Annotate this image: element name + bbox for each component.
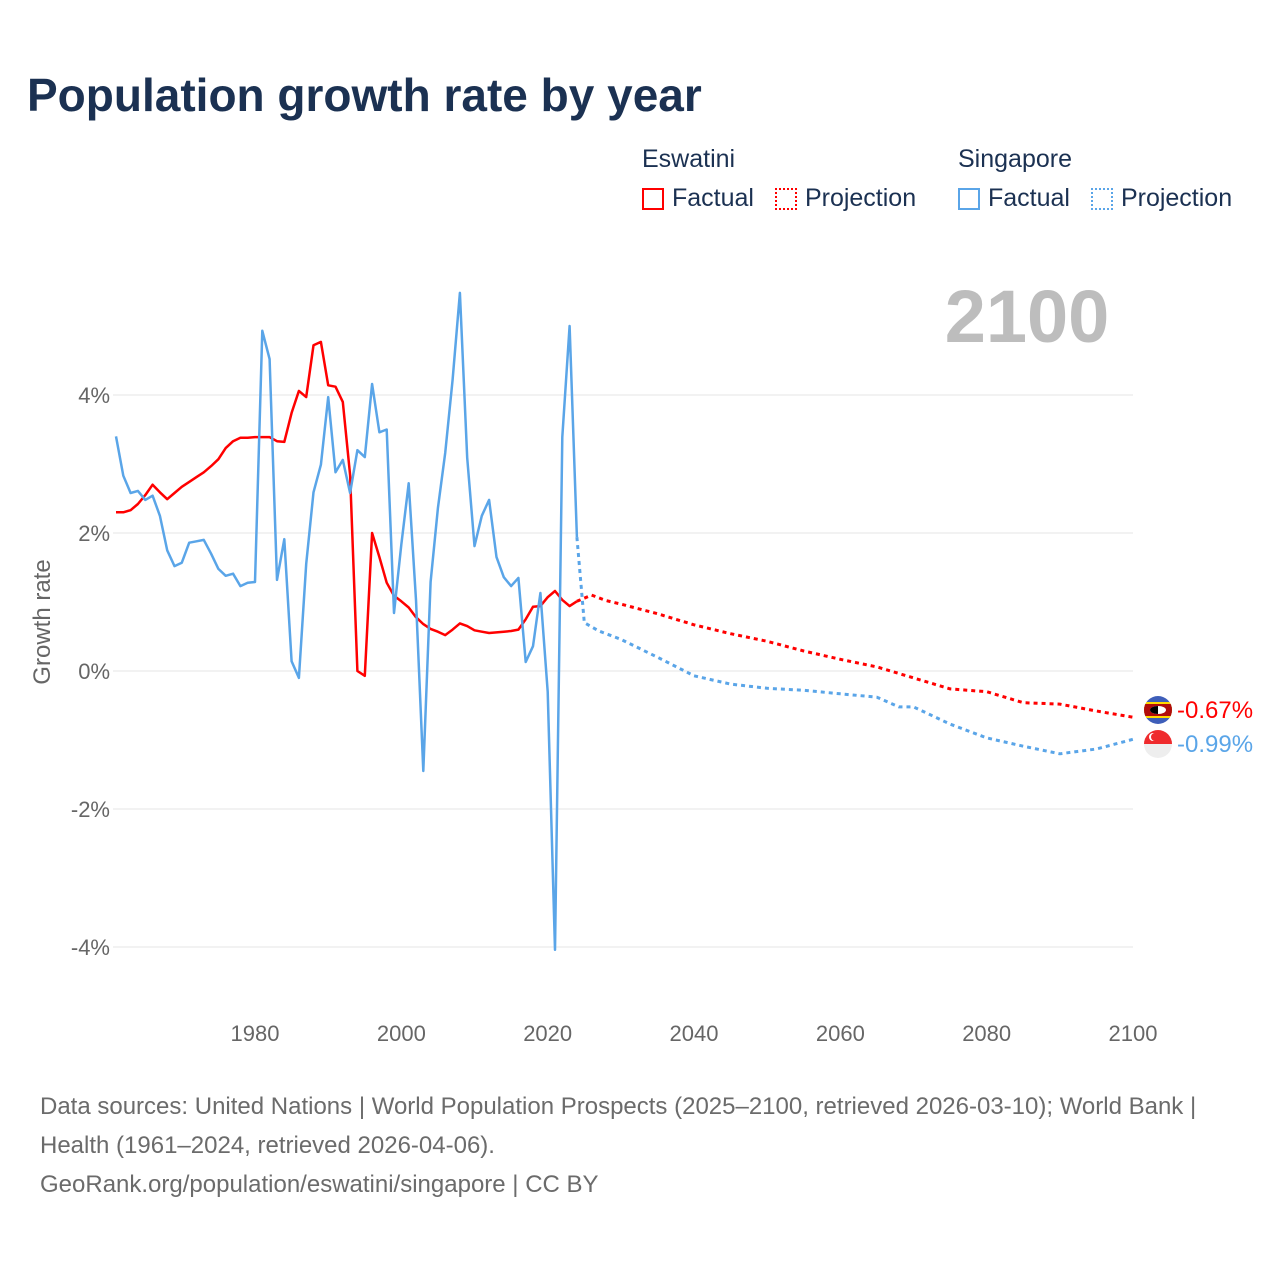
x-tick-label: 2060 [816,1021,865,1046]
legend-label: Factual [672,184,754,212]
y-axis-label: Growth rate [29,559,56,684]
eswatini-factual-line [116,340,578,678]
x-tick-label: 2040 [670,1021,719,1046]
source-link[interactable]: GeoRank.org/population/eswatini/singapor… [40,1171,599,1198]
chart-title: Population growth rate by year [27,69,702,121]
legend-singapore-factual[interactable]: Factual [958,184,1070,213]
singapore-end-label: -0.99% [1177,731,1253,758]
legend-eswatini-projection[interactable]: Projection [774,184,917,213]
y-tick-label: 2% [78,521,110,546]
singapore-factual-line [114,291,579,952]
solid-swatch-icon [642,187,664,210]
legend-group-label: Eswatini [642,145,736,173]
y-tick-label: 0% [78,659,110,684]
legend-label: Factual [988,184,1070,212]
singapore-flag-icon [1144,730,1172,758]
legend-singapore-projection[interactable]: Projection [1090,184,1233,213]
data-sources: Data sources: United Nations | World Pop… [40,1093,1197,1159]
y-tick-label: -4% [71,935,110,960]
legend-group-label: Singapore [958,145,1072,173]
year-watermark: 2100 [945,275,1110,358]
singapore-projection-line [575,536,1134,756]
legend-label: Projection [1120,184,1233,212]
eswatini-end-label: -0.67% [1177,697,1253,724]
x-tick-label: 1980 [231,1021,280,1046]
eswatini-flag-icon [1144,696,1172,724]
x-tick-label: 2100 [1109,1021,1158,1046]
legend-label: Projection [804,184,917,212]
dotted-swatch-icon [774,187,797,210]
dotted-swatch-icon [1090,187,1113,210]
legend-eswatini: Eswatini Factual Projection [642,145,930,217]
y-tick-label: 4% [78,383,110,408]
legend-singapore: Singapore Factual Projection [958,145,1246,217]
y-tick-label: -2% [71,797,110,822]
x-tick-label: 2000 [377,1021,426,1046]
solid-swatch-icon [958,187,980,210]
eswatini-projection-line [576,593,1134,719]
x-tick-label: 2080 [962,1021,1011,1046]
legend-eswatini-factual[interactable]: Factual [642,184,754,213]
footer: Data sources: United Nations | World Pop… [40,1087,1240,1204]
x-tick-label: 2020 [523,1021,572,1046]
